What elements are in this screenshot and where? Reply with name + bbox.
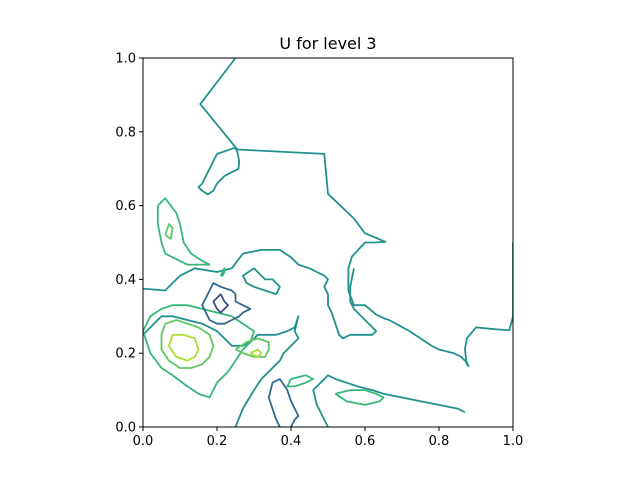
y-tick-label: 0.4	[115, 273, 136, 288]
contour-line-17	[167, 333, 200, 362]
axes-frame	[142, 57, 514, 428]
contour-line-7	[143, 304, 255, 399]
contour-line-8	[334, 389, 385, 406]
y-tick-label: 0.0	[115, 421, 136, 436]
contour-line-0	[199, 58, 513, 368]
chart-title: U for level 3	[279, 34, 376, 53]
contour-line-13	[212, 293, 230, 314]
x-tick-label: 0.0	[133, 434, 154, 449]
contour-line-11	[201, 282, 252, 325]
x-tick-label: 0.2	[207, 434, 228, 449]
y-tick-label: 1.0	[115, 52, 136, 67]
contour-line-1	[143, 248, 378, 340]
contour-line-3	[241, 267, 281, 296]
contour-line-12	[267, 378, 300, 427]
x-tick-label: 0.4	[281, 434, 302, 449]
x-tick-label: 0.6	[355, 434, 376, 449]
x-tick-label: 1.0	[503, 434, 524, 449]
axes: 0.0 0.2 0.4 0.6 0.8 1.0 0.0 0.2 0.4 0.6 0.8 1.0	[115, 52, 523, 450]
contour-line-16	[164, 223, 174, 240]
contour-line-2	[143, 315, 300, 427]
contour-line-14	[160, 319, 215, 369]
contour-line-4	[197, 146, 241, 196]
plot-area	[143, 58, 513, 427]
y-tick-label: 0.2	[115, 347, 136, 362]
x-tick-label: 0.8	[429, 434, 450, 449]
y-tick-label: 0.6	[115, 199, 136, 214]
contour-line-9	[286, 374, 315, 388]
y-tick-label: 0.8	[115, 125, 136, 140]
contour-line-18	[249, 348, 263, 358]
contour-line-5	[312, 374, 466, 427]
contour-line-15	[235, 337, 270, 358]
contour-line-6	[156, 197, 211, 266]
contour-line-10	[219, 267, 226, 277]
